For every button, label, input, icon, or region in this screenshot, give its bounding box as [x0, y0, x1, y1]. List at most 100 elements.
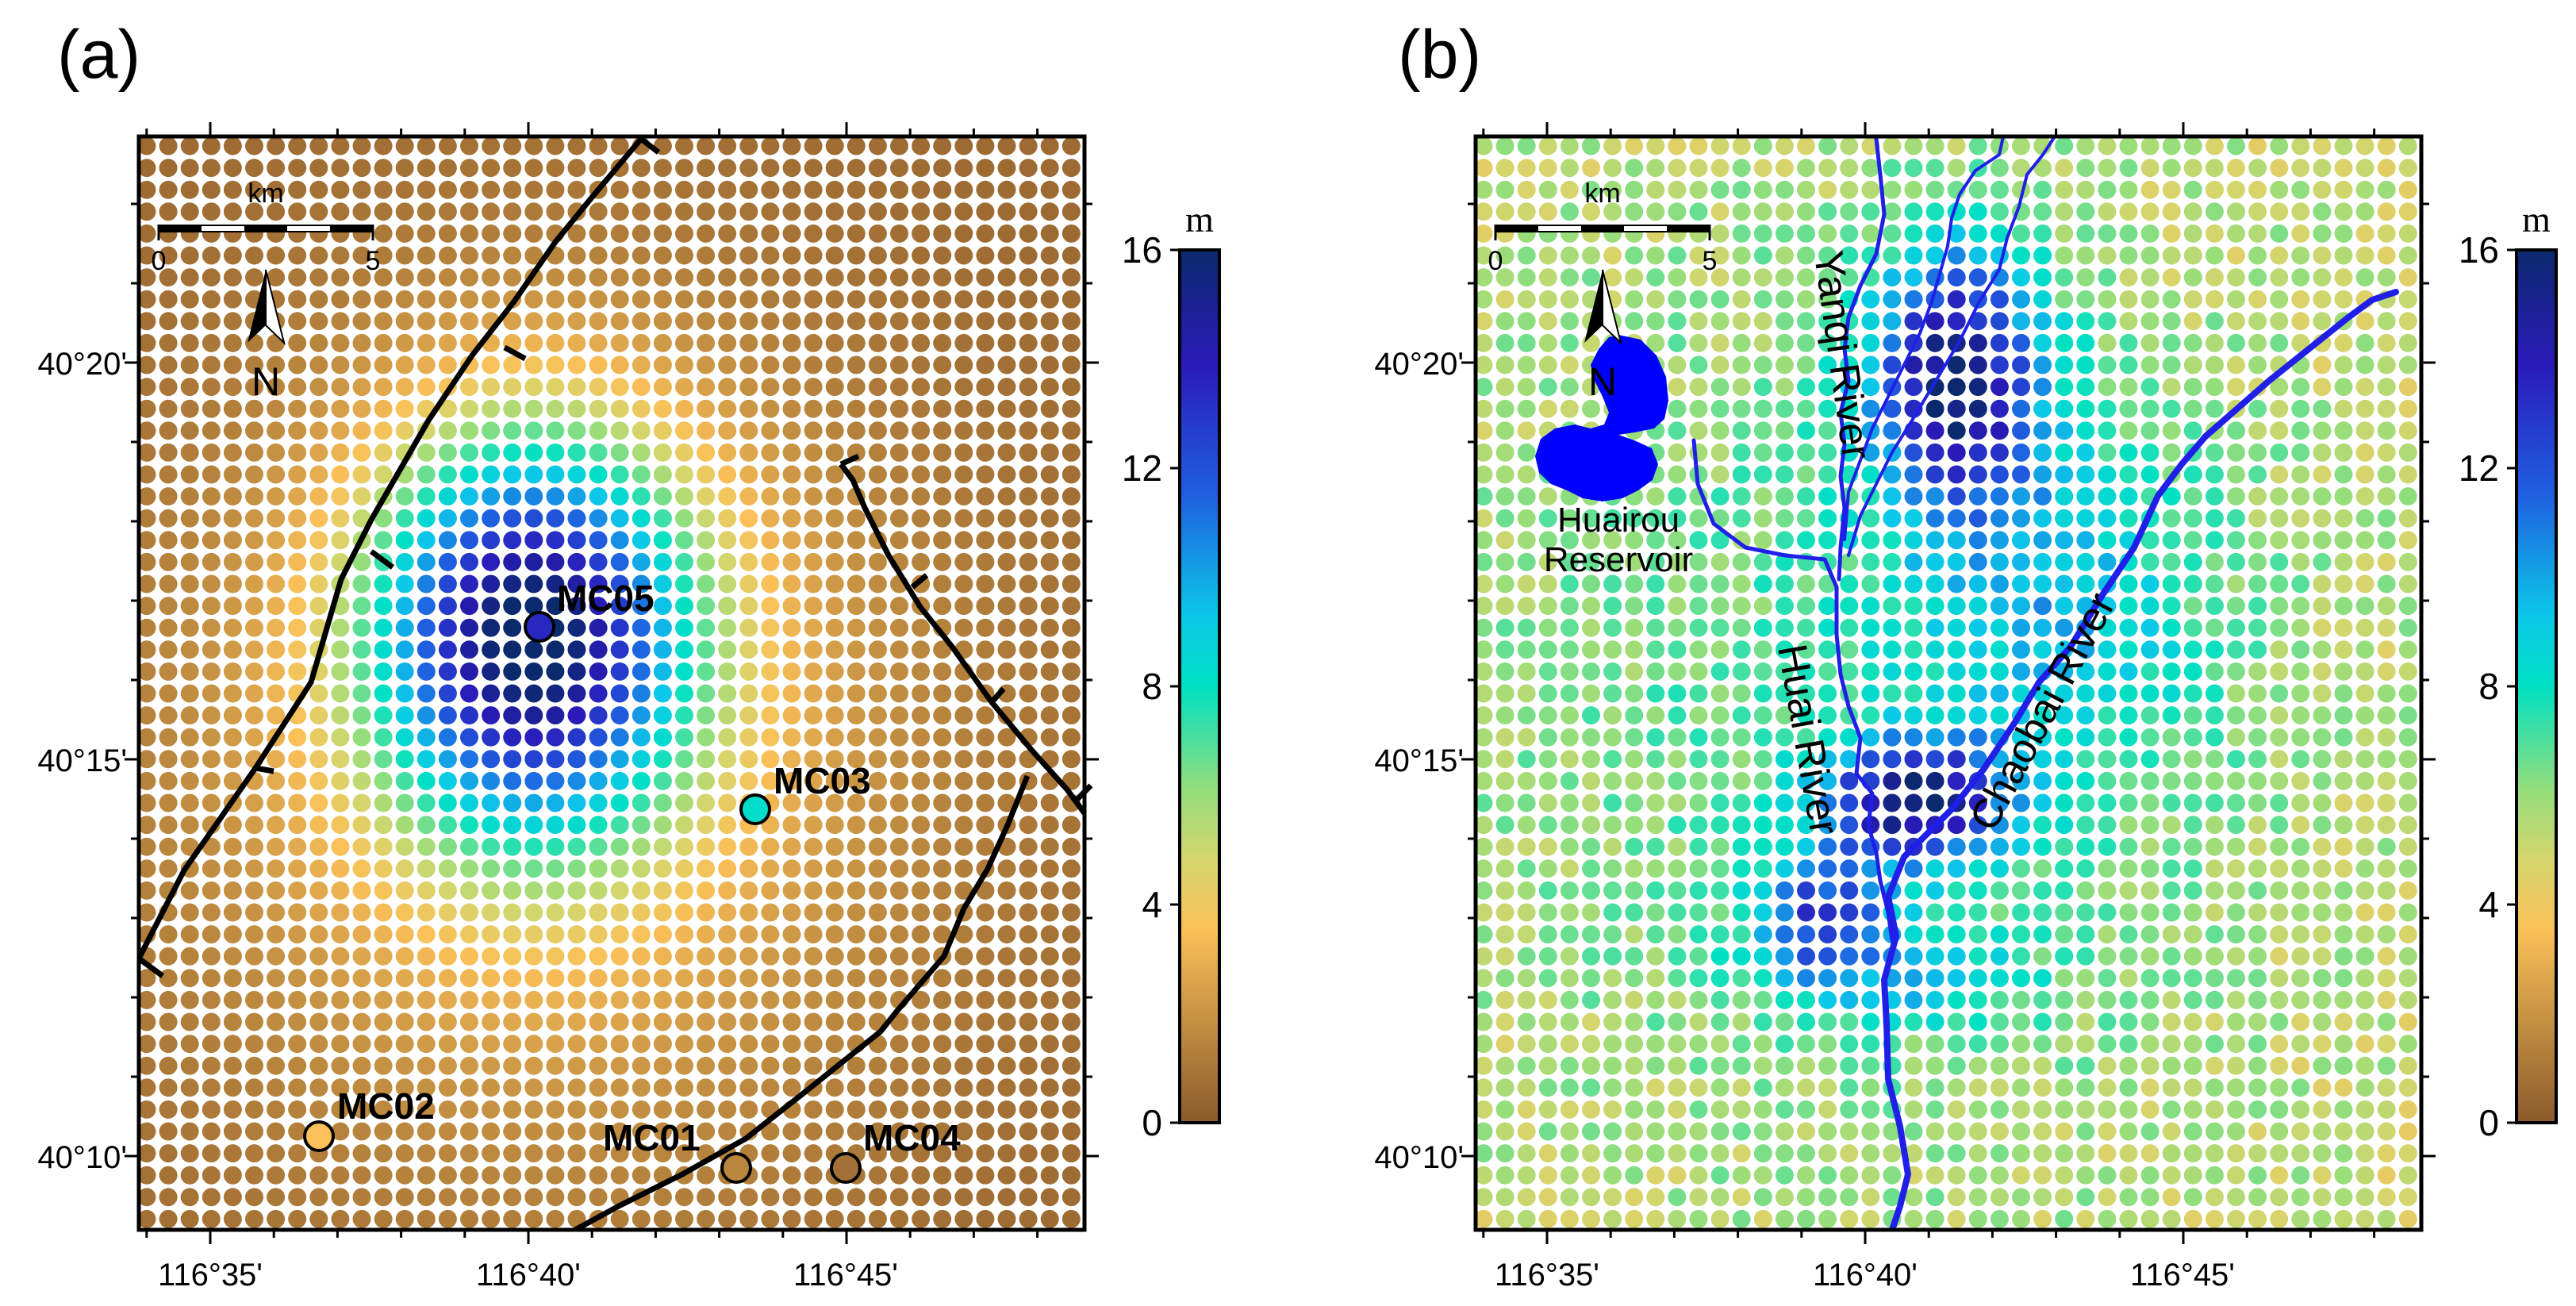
grid-point — [718, 509, 737, 528]
grid-point — [825, 1012, 844, 1031]
grid-point — [567, 662, 586, 681]
grid-point — [223, 728, 242, 747]
grid-point — [1476, 969, 1493, 988]
grid-point — [632, 640, 651, 659]
grid-point — [1560, 947, 1579, 966]
station-marker[interactable] — [830, 1152, 862, 1184]
grid-point — [1646, 290, 1665, 309]
grid-point — [912, 706, 931, 725]
grid-point — [761, 290, 780, 309]
north-label: N — [251, 359, 280, 404]
grid-point — [2119, 925, 2138, 944]
grid-point — [697, 421, 716, 440]
grid-point — [2377, 268, 2396, 287]
station-marker[interactable] — [720, 1152, 752, 1184]
grid-point — [567, 574, 586, 593]
grid-point — [1775, 903, 1794, 922]
grid-point — [1040, 1122, 1059, 1141]
grid-point — [1603, 1188, 1622, 1207]
grid-point — [2162, 969, 2181, 988]
grid-point — [2183, 728, 2202, 747]
grid-point — [1582, 268, 1600, 287]
grid-point — [1710, 728, 1729, 747]
grid-point — [1861, 1144, 1880, 1163]
grid-point — [139, 1100, 156, 1119]
grid-point — [503, 1035, 522, 1054]
grid-point — [1732, 1100, 1751, 1119]
grid-point — [1019, 969, 1038, 988]
grid-point — [331, 1188, 350, 1207]
grid-point — [2355, 684, 2374, 703]
grid-point — [202, 1122, 221, 1141]
grid-point — [1476, 859, 1493, 878]
grid-point — [2291, 487, 2310, 506]
grid-point — [1883, 1144, 1902, 1163]
grid-point — [2270, 399, 2289, 418]
grid-point — [2270, 1188, 2289, 1207]
grid-point — [825, 180, 844, 199]
grid-point — [2033, 574, 2052, 593]
grid-point — [2205, 1012, 2224, 1031]
grid-point — [847, 1078, 866, 1097]
grid-point — [1061, 925, 1081, 944]
grid-point — [1495, 728, 1515, 747]
grid-point — [288, 771, 307, 790]
grid-point — [1840, 662, 1859, 681]
grid-point — [1732, 684, 1751, 703]
grid-point — [632, 990, 651, 1009]
station-marker[interactable] — [739, 793, 771, 825]
grid-point — [589, 969, 608, 988]
grid-point — [2140, 399, 2159, 418]
grid-point — [2355, 268, 2374, 287]
grid-point — [1603, 684, 1622, 703]
grid-point — [482, 728, 501, 747]
grid-point — [847, 509, 866, 528]
grid-point — [395, 1144, 414, 1163]
grid-point — [180, 1100, 199, 1119]
grid-point — [675, 290, 693, 309]
grid-point — [567, 531, 586, 550]
grid-point — [546, 1078, 565, 1097]
grid-point — [1710, 771, 1729, 790]
grid-point — [933, 159, 952, 178]
grid-point — [245, 487, 263, 506]
grid-point — [1947, 903, 1966, 922]
grid-point — [1061, 574, 1081, 593]
grid-point — [2227, 312, 2245, 331]
grid-point — [1840, 903, 1859, 922]
grid-point — [1646, 969, 1665, 988]
grid-point — [976, 312, 995, 331]
grid-point — [2334, 378, 2353, 397]
grid-point — [2183, 136, 2202, 156]
grid-point — [2205, 268, 2224, 287]
grid-point — [1476, 1144, 1493, 1163]
grid-point — [180, 925, 199, 944]
grid-point — [1689, 925, 1708, 944]
station-marker[interactable] — [524, 611, 555, 643]
grid-point — [1775, 290, 1794, 309]
station-marker[interactable] — [303, 1120, 335, 1152]
grid-point — [2355, 618, 2374, 637]
grid-point — [2313, 837, 2332, 856]
grid-point — [761, 333, 780, 352]
grid-point — [1710, 816, 1729, 835]
grid-point — [567, 509, 586, 528]
grid-point — [2098, 662, 2117, 681]
grid-point — [1040, 487, 1059, 506]
grid-point — [546, 443, 565, 462]
grid-point — [223, 662, 242, 681]
grid-point — [1968, 1188, 1987, 1207]
grid-point — [868, 246, 887, 265]
grid-point — [2140, 574, 2159, 593]
grid-point — [1689, 640, 1708, 659]
grid-point — [2140, 990, 2159, 1009]
grid-point — [331, 990, 350, 1009]
grid-point — [1538, 202, 1557, 221]
grid-point — [697, 684, 716, 703]
grid-point — [546, 552, 565, 571]
grid-point — [503, 136, 522, 156]
grid-point — [223, 531, 242, 550]
station-label: MC04 — [863, 1117, 961, 1158]
grid-point — [223, 1056, 242, 1075]
grid-point — [1840, 1144, 1859, 1163]
